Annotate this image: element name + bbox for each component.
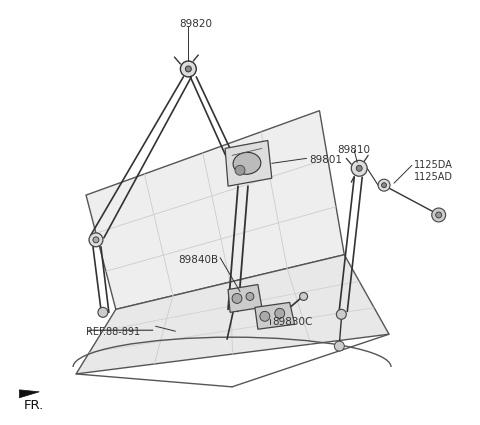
Circle shape	[382, 183, 386, 188]
Text: 89840B: 89840B	[178, 255, 218, 265]
Text: 89810: 89810	[338, 145, 371, 156]
Circle shape	[232, 294, 242, 303]
Circle shape	[235, 165, 245, 175]
Circle shape	[436, 212, 442, 218]
Circle shape	[432, 208, 445, 222]
Circle shape	[351, 160, 367, 176]
Polygon shape	[255, 303, 295, 329]
Polygon shape	[225, 141, 272, 186]
Ellipse shape	[233, 153, 261, 174]
Text: 89801: 89801	[310, 156, 343, 165]
Circle shape	[246, 292, 254, 300]
Circle shape	[336, 309, 346, 319]
Circle shape	[335, 341, 344, 351]
Polygon shape	[228, 284, 262, 312]
Circle shape	[356, 165, 362, 171]
Circle shape	[98, 307, 108, 317]
Text: 89830C: 89830C	[272, 317, 312, 327]
Circle shape	[180, 61, 196, 77]
Circle shape	[260, 312, 270, 321]
Text: FR.: FR.	[24, 399, 44, 412]
Text: REF.88-891: REF.88-891	[86, 327, 140, 337]
Polygon shape	[86, 110, 344, 309]
Circle shape	[275, 309, 285, 318]
Text: 89820: 89820	[179, 19, 212, 29]
Circle shape	[300, 292, 308, 300]
Polygon shape	[20, 390, 39, 398]
Circle shape	[378, 179, 390, 191]
Circle shape	[89, 233, 103, 247]
Circle shape	[93, 237, 99, 243]
Circle shape	[185, 66, 192, 72]
Text: 1125DA: 1125DA	[414, 160, 453, 170]
Text: 1125AD: 1125AD	[414, 172, 453, 182]
Polygon shape	[76, 255, 389, 374]
